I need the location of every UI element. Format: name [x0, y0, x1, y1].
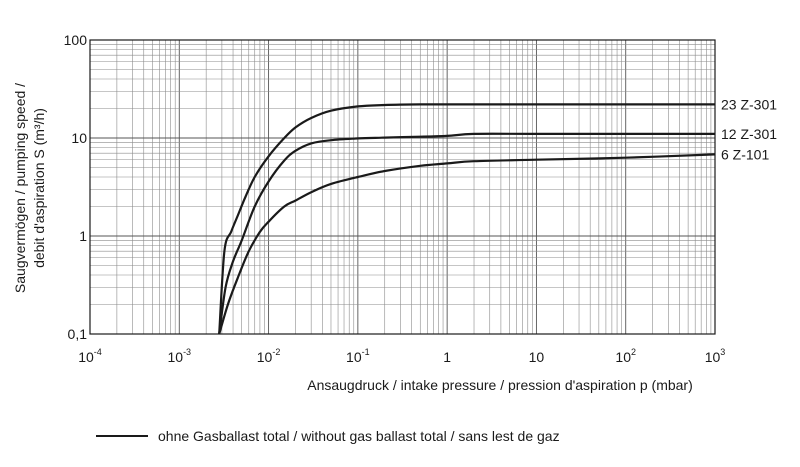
legend-text: ohne Gasballast total / without gas ball…: [158, 428, 560, 444]
series-label-2: 6 Z-101: [721, 146, 769, 162]
series-curves: [218, 103, 716, 335]
series-label-0: 23 Z-301: [721, 96, 777, 112]
series-labels: 23 Z-301 12 Z-301 6 Z-101: [721, 96, 777, 162]
x-tick-label: 103: [705, 347, 726, 365]
y-tick-label: 100: [64, 32, 88, 48]
x-axis-label: Ansaugdruck / intake pressure / pression…: [307, 377, 693, 393]
y-tick-label: 0,1: [68, 326, 88, 342]
series-curve-1: [218, 132, 715, 335]
series-label-1: 12 Z-301: [721, 126, 777, 142]
x-tick-label: 10-1: [346, 347, 370, 365]
legend: ohne Gasballast total / without gas ball…: [96, 426, 560, 446]
x-tick-label: 1: [443, 349, 451, 365]
grid: [90, 40, 715, 334]
legend-line-swatch: [96, 435, 148, 437]
y-axis-label-line-1: Saugvermögen / pumping speed /: [12, 83, 28, 293]
y-axis-label-line-2: debit d'aspiration S (m³/h): [31, 108, 47, 268]
y-tick-labels: 0,1 1 10 100: [64, 32, 88, 342]
y-tick-label: 1: [79, 228, 87, 244]
x-tick-label: 10-4: [78, 347, 102, 365]
plot-frame: [89, 39, 716, 335]
x-tick-label: 102: [615, 347, 636, 365]
x-tick-label: 10: [529, 349, 545, 365]
x-tick-label: 10-3: [167, 347, 191, 365]
series-curve-2: [218, 153, 716, 335]
x-tick-labels: 10-4 10-3 10-2 10-1 1 10 102 103: [78, 347, 725, 365]
series-curve-0: [218, 103, 715, 335]
y-tick-label: 10: [71, 130, 87, 146]
x-tick-label: 10-2: [257, 347, 281, 365]
